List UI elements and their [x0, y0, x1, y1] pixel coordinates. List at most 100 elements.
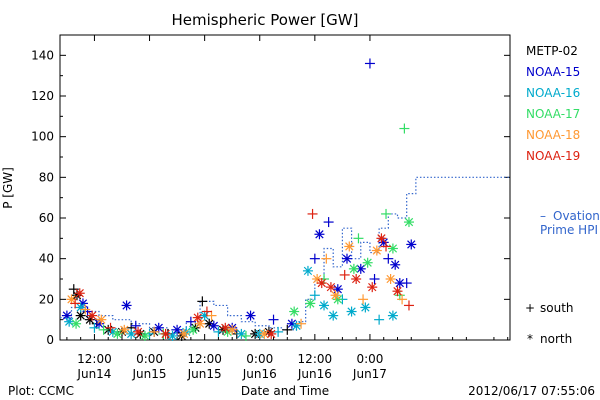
north-point-noaa-18: [371, 245, 382, 256]
legend-item-noaa-17: NOAA-17: [526, 107, 580, 121]
north-point-noaa-15: [355, 263, 366, 274]
south-point-noaa-16: [273, 326, 284, 337]
north-point-noaa-17: [112, 328, 123, 339]
north-point-noaa-16: [360, 302, 371, 313]
south-marker-label: south: [540, 301, 574, 315]
hpi-legend-line2: Prime HPI: [540, 223, 598, 237]
north-point-noaa-19: [376, 233, 387, 244]
north-point-noaa-17: [387, 243, 398, 254]
series-legend: METP-02 NOAA-15 NOAA-16 NOAA-17 NOAA-18 NOAA-…: [526, 44, 580, 163]
south-point-noaa-16: [309, 290, 320, 301]
x-tick-date-label: Jun16: [242, 367, 277, 381]
south-point-noaa-18: [358, 294, 369, 305]
south-point-noaa-19: [403, 300, 414, 311]
south-point-noaa-18: [80, 304, 91, 315]
north-point-noaa-15: [390, 259, 401, 270]
north-point-noaa-15: [245, 310, 256, 321]
north-point-noaa-18: [119, 324, 130, 335]
north-point-noaa-15: [314, 229, 325, 240]
south-point-noaa-15: [185, 316, 196, 327]
plot-frame: [59, 34, 511, 341]
north-point-noaa-18: [66, 294, 77, 305]
y-tick-label: 60: [39, 211, 54, 225]
north-marker-label: north: [540, 332, 572, 346]
south-point-noaa-16: [89, 322, 100, 333]
north-point-noaa-19: [87, 310, 98, 321]
north-point-noaa-18: [344, 241, 355, 252]
hpi-legend-line1: Ovation: [553, 209, 600, 223]
north-point-noaa-15: [153, 322, 164, 333]
south-point-noaa-17: [240, 330, 251, 341]
south-point-noaa-17: [381, 208, 392, 219]
x-tick-time-label: 12:00: [77, 352, 112, 366]
south-point-noaa-15: [364, 58, 375, 69]
north-point-noaa-17: [71, 318, 82, 329]
south-point-noaa-15: [401, 278, 412, 289]
marker-legend-north: * north: [527, 332, 572, 346]
north-point-noaa-16: [236, 328, 247, 339]
north-point-noaa-16: [387, 310, 398, 321]
south-point-noaa-15: [383, 253, 394, 264]
south-point-noaa-18: [149, 326, 160, 337]
north-point-noaa-18: [330, 290, 341, 301]
north-point-noaa-19: [316, 278, 327, 289]
north-point-noaa-16: [319, 300, 330, 311]
north-point-noaa-17: [403, 217, 414, 228]
y-axis-ticks: 0 20 40 60 80 100 120 140: [31, 48, 510, 347]
north-point-noaa-17: [289, 306, 300, 317]
north-point-noaa-19: [325, 282, 336, 293]
y-tick-label: 120: [31, 89, 54, 103]
x-tick-date-label: Jun15: [187, 367, 222, 381]
north-point-noaa-19: [220, 322, 231, 333]
x-axis-label: Date and Time: [241, 384, 329, 398]
y-tick-label: 140: [31, 48, 54, 62]
south-point-noaa-18: [321, 253, 332, 264]
x-tick-time-label: 12:00: [298, 352, 333, 366]
north-point-noaa-18: [96, 314, 107, 325]
x-tick-date-label: Jun17: [352, 367, 387, 381]
legend-item-noaa-18: NOAA-18: [526, 128, 580, 142]
north-point-noaa-18: [385, 274, 396, 284]
north-point-noaa-19: [351, 274, 362, 284]
north-point-noaa-19: [74, 288, 85, 299]
south-point-metp-02: [282, 324, 293, 335]
north-point-noaa-17: [305, 298, 316, 309]
legend-item-metp-02: METP-02: [526, 44, 578, 58]
north-marker-symbol: *: [527, 332, 533, 346]
north-point-noaa-16: [291, 320, 302, 331]
north-point-noaa-16: [328, 310, 339, 321]
north-point-noaa-16: [167, 330, 178, 341]
north-point-noaa-17: [348, 263, 359, 274]
y-tick-label: 0: [46, 333, 54, 347]
north-point-noaa-15: [406, 239, 417, 250]
south-point-noaa-17: [353, 233, 364, 244]
chart-title: Hemispheric Power [GW]: [172, 11, 359, 29]
x-tick-time-label: 0:00: [356, 352, 383, 366]
north-point-noaa-19: [160, 328, 171, 339]
south-point-noaa-19: [381, 241, 392, 252]
north-point-noaa-19: [192, 312, 203, 323]
south-point-noaa-16: [374, 314, 385, 325]
north-point-noaa-15: [208, 320, 219, 331]
south-point-noaa-19: [105, 322, 116, 333]
south-point-metp-02: [197, 296, 208, 307]
south-point-noaa-15: [323, 217, 334, 228]
x-tick-time-label: 0:00: [136, 352, 163, 366]
south-point-noaa-15: [82, 306, 93, 317]
x-tick-date-label: Jun16: [297, 367, 332, 381]
south-point-noaa-18: [296, 318, 307, 329]
north-point-noaa-19: [367, 282, 378, 293]
north-point-noaa-19: [392, 286, 403, 297]
north-point-noaa-18: [178, 328, 189, 339]
north-point-noaa-15: [341, 253, 352, 264]
south-point-noaa-17: [98, 324, 109, 335]
north-point-noaa-18: [227, 324, 238, 335]
y-tick-label: 100: [31, 130, 54, 144]
plot-credit: Plot: CCMC: [8, 384, 74, 398]
north-point-noaa-15: [172, 324, 183, 335]
south-point-noaa-15: [268, 314, 279, 325]
x-tick-date-label: Jun14: [76, 367, 111, 381]
north-point-noaa-19: [133, 326, 144, 337]
north-point-noaa-19: [266, 328, 277, 339]
